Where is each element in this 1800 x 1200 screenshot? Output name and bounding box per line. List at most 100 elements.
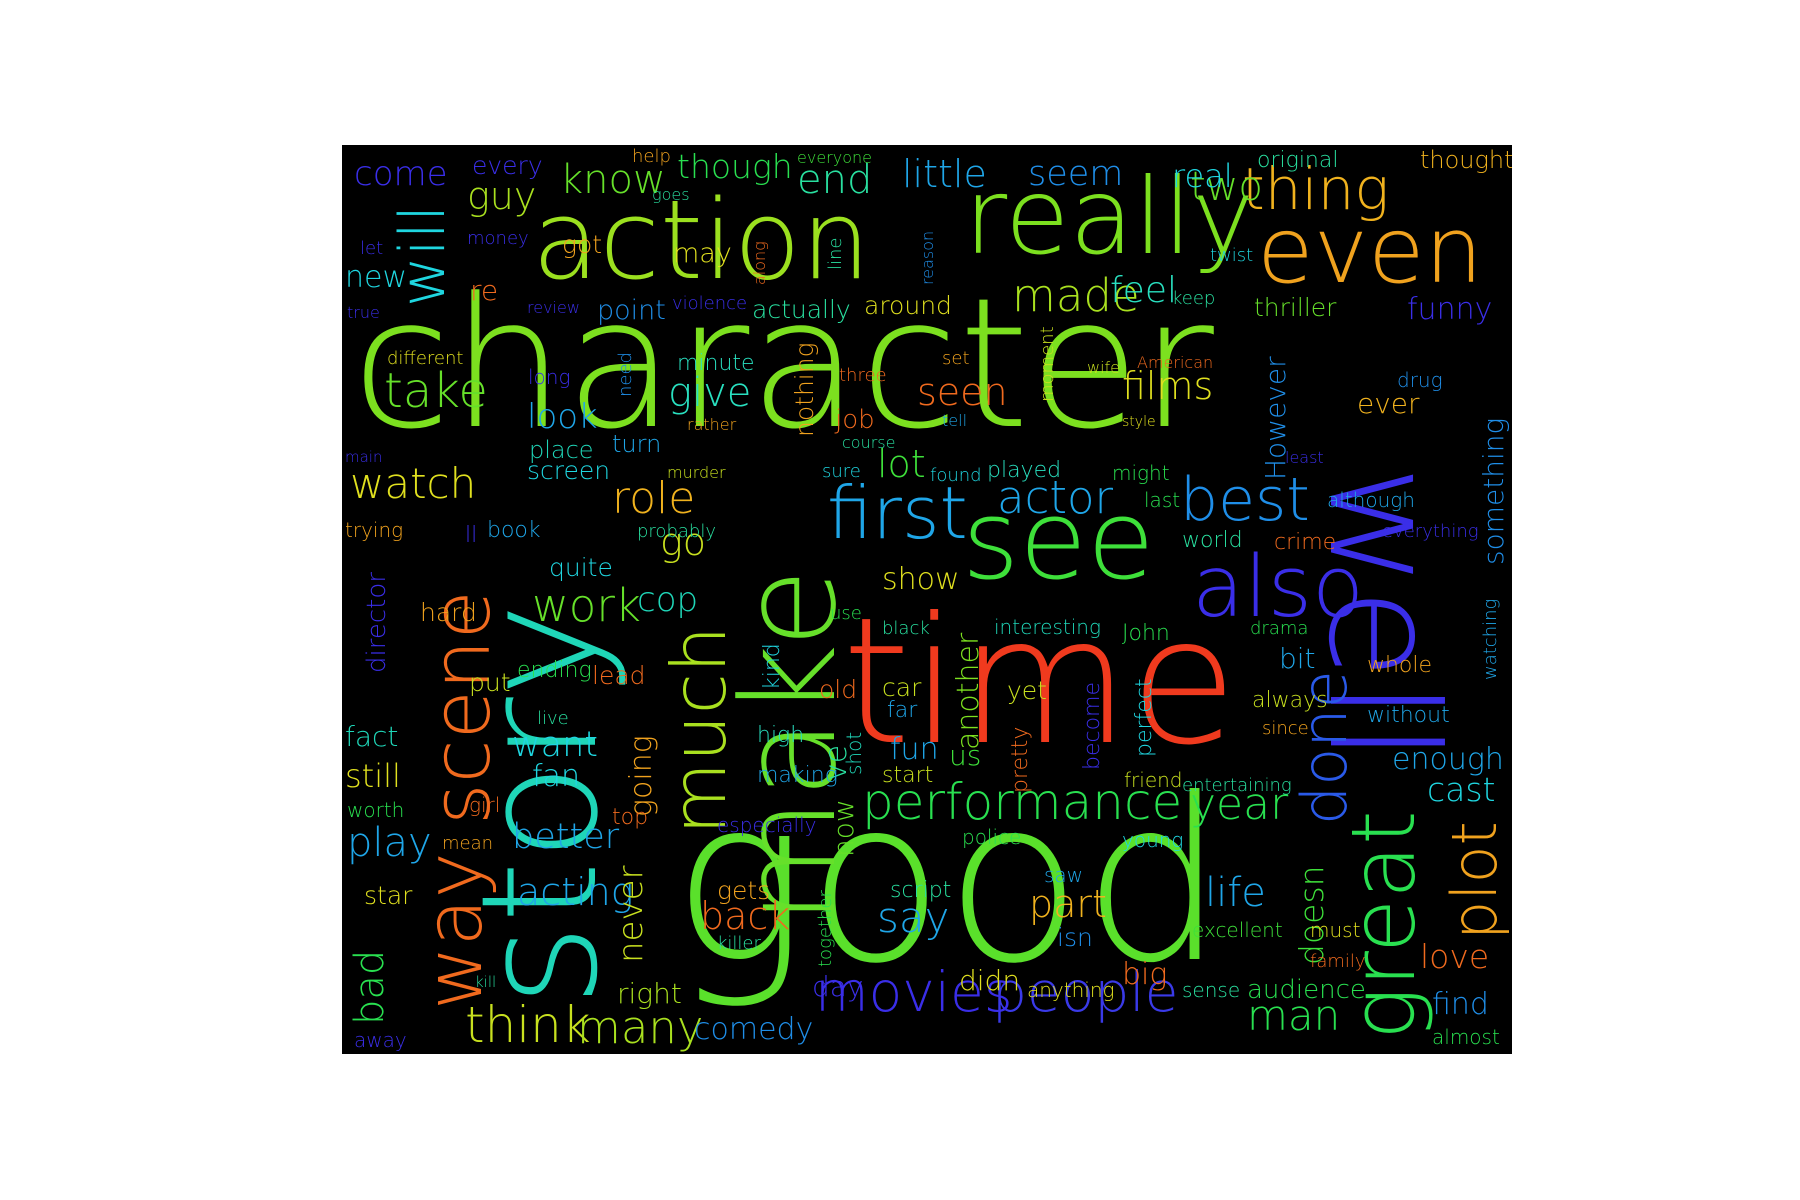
word-especially: especially	[717, 813, 817, 837]
word-help: help	[632, 146, 671, 167]
word-kill: kill	[475, 973, 497, 991]
word-come: come	[354, 154, 448, 194]
word-money: money	[467, 228, 529, 249]
word-away: away	[354, 1028, 407, 1052]
word-comedy: comedy	[694, 1012, 814, 1047]
word-book: book	[487, 518, 541, 543]
word-character: character	[352, 260, 1214, 469]
word-isn: isn	[1057, 923, 1093, 952]
word-actor: actor	[997, 471, 1113, 524]
word-bad: bad	[347, 949, 393, 1025]
word-around: around	[864, 291, 952, 320]
word-movies: movies	[815, 960, 1013, 1024]
word-nothing: nothing	[790, 342, 819, 437]
word-saw: saw	[1044, 863, 1084, 887]
word-right: right	[617, 977, 682, 1010]
word-back: back	[700, 894, 791, 938]
word-life: life	[1205, 870, 1266, 916]
word-watching: watching	[1480, 598, 1501, 680]
word-watch: watch	[350, 459, 477, 508]
word-day: day	[812, 970, 864, 1003]
word-old: old	[819, 675, 858, 704]
word-quite: quite	[549, 553, 613, 582]
word-love: love	[1420, 937, 1490, 976]
word-must: must	[1310, 918, 1361, 942]
word-play: play	[347, 820, 432, 866]
word-role: role	[612, 473, 696, 524]
word-top: top	[612, 805, 649, 830]
word-family: family	[1310, 951, 1366, 972]
word-also: also	[1192, 538, 1364, 637]
word-review: review	[527, 298, 580, 317]
word-now: now	[827, 799, 860, 857]
word-re: re	[470, 274, 499, 307]
word-goes: goes	[652, 185, 690, 204]
word-plot: plot	[1438, 821, 1511, 940]
word-made: made	[1012, 269, 1140, 322]
word-guy: guy	[467, 174, 537, 218]
word-star: star	[364, 881, 413, 910]
word-part: part	[1029, 882, 1107, 926]
word-become: become	[1080, 681, 1105, 770]
word-didn: didn	[959, 964, 1021, 997]
word-show: show	[882, 562, 960, 597]
word-thing: thing	[1242, 155, 1390, 223]
word-action: action	[532, 176, 871, 304]
word-year: year	[1190, 779, 1289, 830]
word-killer: killer	[717, 933, 761, 954]
word-sure: sure	[822, 461, 861, 482]
word-funny: funny	[1407, 292, 1493, 327]
word-three: three	[839, 365, 887, 386]
word-bit: bit	[1279, 642, 1316, 675]
word-much: much	[655, 625, 743, 835]
word-work: work	[532, 579, 641, 632]
word-time: time	[842, 581, 1238, 784]
word-every: every	[472, 151, 543, 180]
word-big: big	[1122, 957, 1168, 992]
word-John: John	[1122, 621, 1170, 646]
word-car: car	[882, 673, 922, 702]
word-original: original	[1257, 148, 1339, 173]
word-crime: crime	[1274, 530, 1337, 555]
word-interesting: interesting	[994, 615, 1101, 639]
word-together: together	[815, 890, 836, 967]
word-drama: drama	[1250, 618, 1309, 639]
word-put: put	[469, 668, 511, 697]
word-minute: minute	[677, 351, 755, 376]
word-cast: cast	[1427, 770, 1496, 809]
word-girl: girl	[469, 793, 501, 817]
word-young: young	[1122, 828, 1184, 852]
word-two: two	[1190, 164, 1263, 210]
word-wife: wife	[1087, 358, 1121, 377]
word-black: black	[882, 618, 930, 639]
word-look: look	[527, 397, 598, 437]
word-point: point	[597, 295, 666, 326]
word-cloud: character good time story make really ac…	[342, 145, 1512, 1054]
word-films: films	[1122, 364, 1214, 408]
word-feel: feel	[1110, 270, 1177, 311]
word-say: say	[877, 893, 950, 942]
word-style: style	[1122, 414, 1156, 430]
word-although: although	[1327, 488, 1415, 512]
word-hard: hard	[420, 598, 477, 627]
word-let: let	[360, 238, 384, 259]
word-keep: keep	[1172, 288, 1216, 309]
word-job: job	[835, 405, 875, 435]
word-friend: friend	[1124, 768, 1183, 792]
word-tell: tell	[942, 411, 968, 430]
word-screen: screen	[527, 456, 611, 485]
word-something: something	[1477, 417, 1510, 565]
word-mean: mean	[442, 833, 494, 854]
word-even: even	[1257, 197, 1483, 304]
word-fun: fun	[890, 732, 939, 767]
word-moment: moment	[1037, 326, 1058, 402]
word-real: real	[1172, 157, 1233, 195]
word-give: give	[668, 370, 752, 416]
word-find: find	[1432, 987, 1489, 1022]
word-might: might	[1112, 461, 1170, 485]
word-always: always	[1252, 688, 1328, 713]
word-may: may	[673, 238, 732, 269]
word-got: got	[562, 230, 603, 259]
word-true: true	[347, 303, 380, 322]
word-high: high	[757, 723, 805, 748]
